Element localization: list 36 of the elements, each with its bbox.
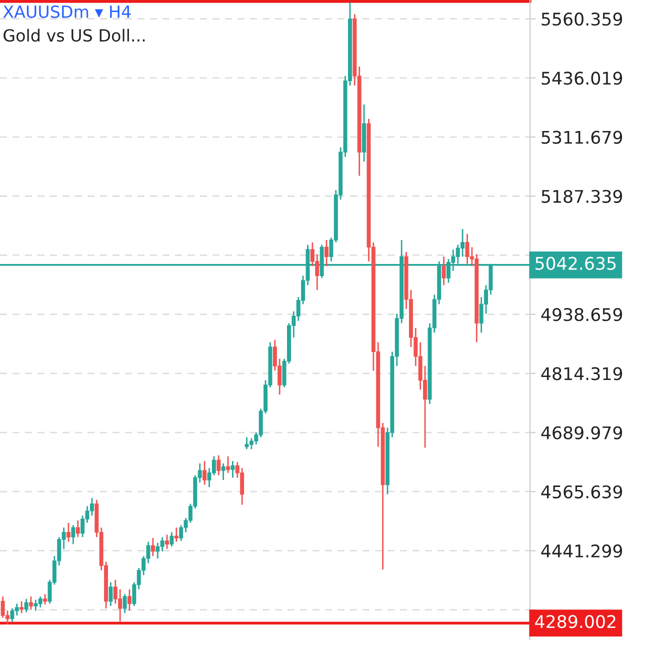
candlestick [170,532,174,548]
candlestick [216,454,221,476]
candlestick [24,598,28,613]
candlestick [202,460,207,486]
candlestick [90,497,94,516]
candlestick [108,582,113,607]
y-tick-label: 5560.359 [542,12,622,26]
candlestick [230,460,235,478]
candlestick [174,526,178,543]
chart-title: XAUUSDm ▾ H4 [3,5,131,18]
candlestick [221,462,226,481]
candlestick [226,456,230,474]
y-tick-label: 5436.019 [542,72,622,85]
y-tick-label: 4565.639 [541,485,622,498]
candlestick [127,588,132,612]
candlestick [122,593,127,614]
text: Gold vs US Doll... [4,28,145,42]
candlestick [80,514,85,538]
candlestick [76,520,80,538]
candlestick [442,256,446,286]
y-tick-label: 5311.679 [542,130,622,144]
y-tick-label: 4938.659 [541,308,622,322]
y-tick-label: 5187.339 [542,190,622,203]
candlestick [71,524,76,545]
candlestick [165,534,170,550]
candlestick [28,596,33,610]
candlestick [324,239,329,267]
candlestick [66,522,70,543]
candlestick [43,593,48,606]
y-tick-label: 4814.319 [541,367,622,380]
candlestick [20,600,24,614]
y-tick-label: 4689.979 [541,426,622,440]
y-tick-label: 4441.299 [541,544,622,558]
ref-line-label: 4289.002 [535,615,616,628]
candlestick [150,537,155,557]
ref-line-label: 5042.635 [536,256,616,270]
